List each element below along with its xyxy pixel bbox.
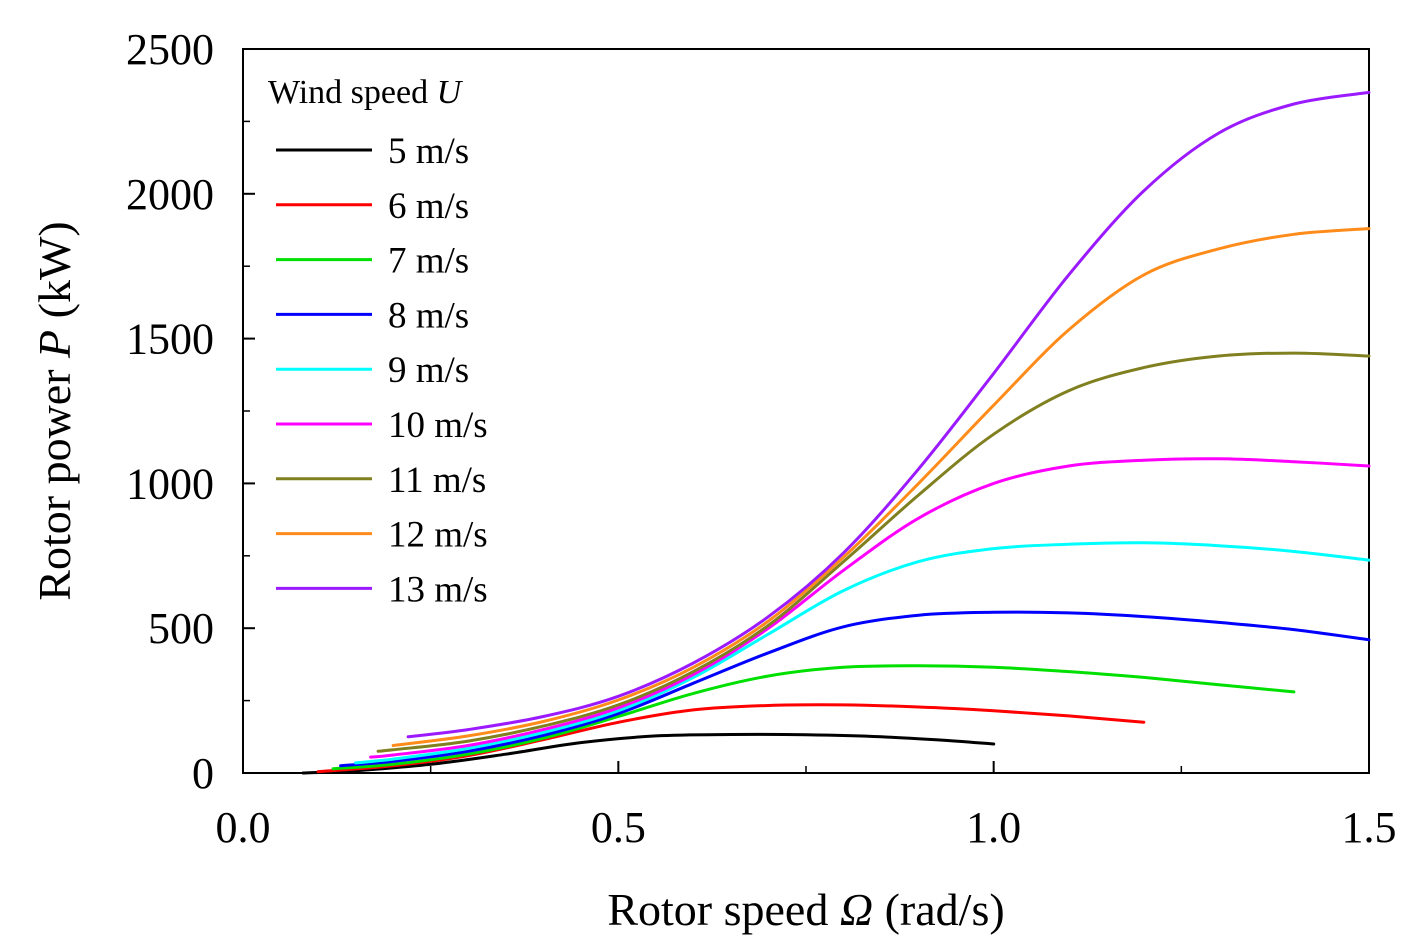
y-tick-label: 1000 — [126, 459, 214, 508]
axis-ticks — [242, 48, 1370, 774]
y-tick-label: 2000 — [126, 170, 214, 219]
series-line-7-m-s — [331, 664, 1296, 771]
series-lines — [301, 90, 1371, 775]
legend-title-text: Wind speed — [268, 74, 437, 111]
x-axis-title-part-3: (rad/s) — [873, 884, 1005, 935]
series-line-8-m-s — [339, 610, 1371, 768]
y-axis-title-symbol: P — [29, 330, 80, 359]
x-axis-title-symbol: Ω — [840, 884, 873, 935]
legend-label: 6 m/s — [388, 186, 469, 227]
series-line-9-m-s — [354, 541, 1371, 765]
y-tick-label: 0 — [192, 749, 214, 798]
legend-label: 11 m/s — [388, 460, 486, 501]
x-tick-label: 0.5 — [591, 803, 646, 852]
y-axis-title-part-3: (kW) — [29, 221, 80, 330]
legend-label: 7 m/s — [388, 241, 469, 282]
legend-label: 12 m/s — [388, 515, 488, 556]
legend-label: 9 m/s — [388, 350, 469, 391]
series-line-13-m-s — [406, 90, 1371, 739]
legend-title-symbol: U — [437, 74, 464, 111]
legend-title: Wind speed U — [268, 74, 464, 111]
series-line-12-m-s — [391, 227, 1371, 747]
series-line-11-m-s — [376, 351, 1371, 753]
y-tick-label: 2500 — [126, 25, 214, 74]
x-tick-label: 0.0 — [216, 803, 271, 852]
legend: Wind speed U 5 m/s 6 m/s 7 m/s 8 m/s 9 m/s 10 … — [268, 74, 488, 610]
legend-label: 8 m/s — [388, 295, 469, 336]
y-axis-title: Rotor power P (kW) — [29, 221, 80, 600]
axis-tick-labels: 0.0 0.5 1.0 1.5 0 500 1000 1500 2000 2500 — [126, 25, 1397, 852]
y-tick-label: 500 — [148, 604, 214, 653]
x-axis-title: Rotor speed Ω (rad/s) — [607, 884, 1004, 935]
legend-label: 10 m/s — [388, 405, 488, 446]
series-line-10-m-s — [369, 457, 1371, 759]
x-tick-label: 1.5 — [1342, 803, 1397, 852]
y-tick-label: 1500 — [126, 315, 214, 364]
legend-label: 5 m/s — [388, 131, 469, 172]
legend-label: 13 m/s — [388, 569, 488, 610]
series-line-5-m-s — [301, 732, 996, 775]
y-axis-title-part-1: Rotor power — [29, 358, 80, 601]
x-tick-label: 1.0 — [966, 803, 1021, 852]
x-axis-title-part-1: Rotor speed — [607, 884, 840, 935]
